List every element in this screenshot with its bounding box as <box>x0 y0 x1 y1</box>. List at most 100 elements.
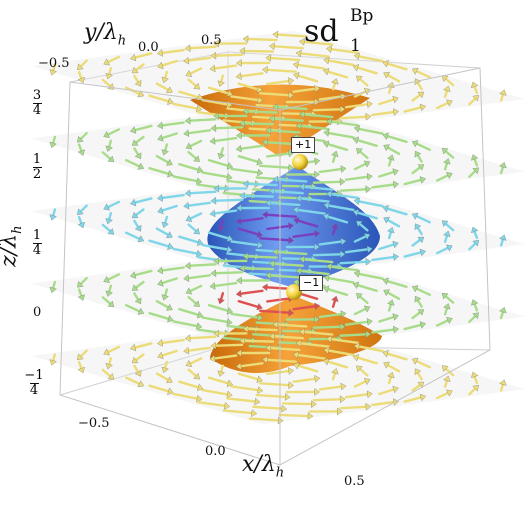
field-arrow <box>265 54 301 62</box>
field-arrow <box>187 223 200 235</box>
field-arrow <box>259 236 295 244</box>
field-arrow <box>239 264 275 273</box>
field-arrow <box>230 385 264 394</box>
field-arrow <box>299 183 334 191</box>
field-arrow <box>230 312 264 322</box>
field-arrow <box>353 233 371 243</box>
field-arrow <box>184 261 217 270</box>
field-arrow <box>441 220 455 232</box>
field-arrow <box>353 305 371 316</box>
field-arrow <box>172 175 203 185</box>
field-arrow <box>293 217 319 228</box>
field-arrow <box>235 289 264 298</box>
field-arrow <box>184 44 217 52</box>
field-arrow <box>318 310 347 319</box>
field-arrow <box>161 288 169 301</box>
field-arrow <box>353 52 384 63</box>
field-arrow <box>403 248 426 258</box>
field-arrow <box>293 362 319 373</box>
x-tick-neg: −0.5 <box>78 416 110 431</box>
arrow-field <box>49 30 507 425</box>
field-arrow <box>239 337 275 345</box>
field-arrow <box>378 385 399 396</box>
field-arrow <box>133 219 142 232</box>
field-arrow <box>403 103 426 113</box>
field-arrow <box>285 243 320 251</box>
field-arrow <box>371 108 399 117</box>
field-arrow <box>411 140 432 152</box>
field-arrow <box>235 144 264 153</box>
field-arrow <box>323 129 355 139</box>
field-arrow <box>213 39 248 48</box>
field-arrow <box>217 292 225 305</box>
field-arrow <box>183 129 212 137</box>
x-axis-label: x/λh <box>242 452 285 481</box>
field-arrow <box>411 381 425 392</box>
field-arrow <box>468 312 479 324</box>
field-arrow <box>130 342 153 352</box>
field-arrow <box>242 180 278 188</box>
field-arrow <box>201 171 233 181</box>
field-arrow <box>207 376 233 387</box>
field-arrow <box>236 349 271 357</box>
field-arrow <box>230 95 264 104</box>
field-arrow <box>383 216 401 228</box>
field-arrow <box>230 167 264 177</box>
field-arrow <box>323 346 355 357</box>
defect-point-plus <box>292 154 308 170</box>
field-arrow <box>387 154 395 167</box>
field-arrow <box>356 293 369 305</box>
field-arrow <box>285 388 320 396</box>
field-arrow <box>235 217 264 225</box>
z-tick-neg-quarter: −1 4 <box>24 368 44 398</box>
field-arrow <box>499 379 507 392</box>
field-arrow <box>387 299 395 312</box>
field-arrow <box>299 255 334 264</box>
field-arrow <box>292 85 321 93</box>
field-arrow <box>435 317 453 327</box>
field-arrow <box>236 204 271 212</box>
field-arrow <box>441 75 455 87</box>
field-arrow <box>178 308 204 319</box>
field-arrow <box>403 176 426 186</box>
title-main: sd <box>304 14 339 49</box>
field-arrow <box>323 358 349 369</box>
field-arrow <box>105 212 113 225</box>
field-arrow <box>184 189 217 197</box>
field-arrow <box>323 140 349 151</box>
field-arrow <box>499 161 507 175</box>
field-arrow <box>77 59 88 70</box>
field-arrow <box>185 67 203 77</box>
field-arrow <box>183 346 212 355</box>
field-arrow <box>344 173 373 181</box>
field-arrow <box>352 64 378 75</box>
field-arrow <box>265 344 301 352</box>
field-arrow <box>148 312 174 323</box>
field-arrow <box>155 372 173 384</box>
field-arrow <box>261 211 297 219</box>
field-arrow <box>285 170 320 179</box>
field-arrow <box>295 339 330 348</box>
field-arrow <box>201 316 233 326</box>
field-arrow <box>272 30 308 39</box>
field-arrow <box>131 63 145 74</box>
field-arrow <box>312 177 346 186</box>
field-arrow <box>352 136 378 147</box>
y-tick-neg: −0.5 <box>38 56 70 71</box>
field-arrow <box>265 271 301 280</box>
field-arrow <box>187 78 200 90</box>
field-arrow <box>268 187 304 196</box>
field-arrow <box>185 139 203 150</box>
field-arrow <box>155 299 173 311</box>
field-arrow <box>371 325 399 334</box>
field-arrow <box>213 112 248 120</box>
field-arrow <box>130 124 153 134</box>
field-arrow <box>353 270 384 280</box>
z-tick-zero: 0 <box>33 305 42 320</box>
field-arrow <box>259 91 295 99</box>
field-arrow <box>344 245 373 254</box>
field-arrow <box>268 332 304 341</box>
field-arrow <box>236 131 271 140</box>
field-arrow <box>383 361 401 373</box>
field-arrow <box>185 357 203 367</box>
